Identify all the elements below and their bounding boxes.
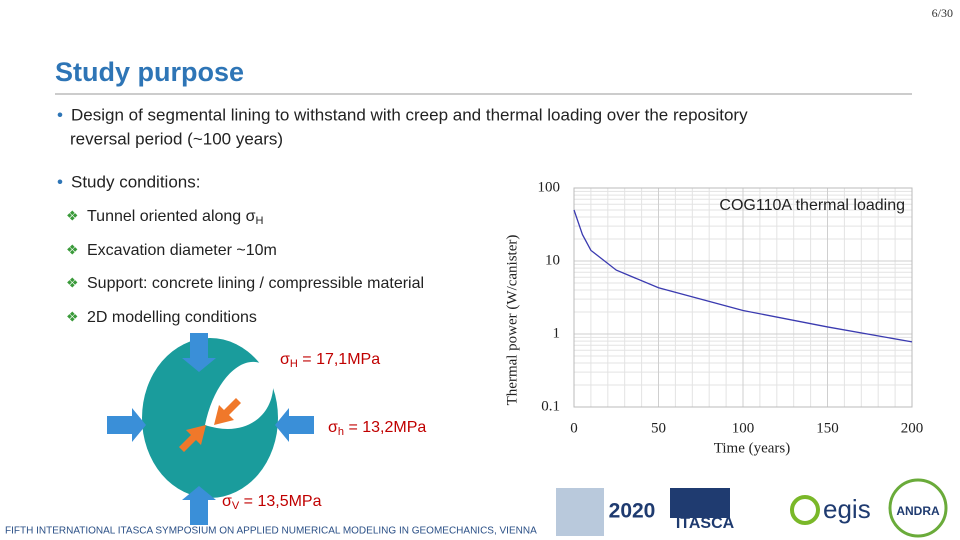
sub-bullet: 2D modelling conditions	[87, 309, 257, 326]
itasca-grid	[670, 488, 730, 518]
bullet-text: reversal period (~100 years)	[70, 129, 283, 148]
y-tick-label: 0.1	[541, 398, 560, 414]
x-tick-label: 150	[816, 420, 839, 436]
x-axis-label: Time (years)	[714, 440, 791, 456]
chart-title: COG110A thermal loading	[719, 197, 905, 214]
subscript: V	[232, 500, 240, 512]
bullet-text: Study conditions:	[71, 172, 200, 191]
sub-bullet-text: Tunnel oriented along σ	[87, 208, 256, 225]
subscript: h	[338, 426, 344, 438]
stress-symbol: σ	[280, 351, 290, 368]
x-tick-label: 0	[570, 420, 578, 436]
logo-egis: egis	[823, 494, 871, 524]
cathedral-logo	[556, 488, 604, 536]
y-tick-label: 1	[553, 325, 561, 341]
sub-bullet: Support: concrete lining / compressible …	[87, 275, 424, 292]
x-tick-label: 100	[732, 420, 755, 436]
sub-bullet: Tunnel oriented along σH	[87, 208, 264, 227]
arrow	[275, 408, 314, 442]
arrow	[182, 333, 216, 372]
egis-mark	[790, 495, 820, 525]
logo-andra: ANDRA	[896, 504, 940, 518]
stress-label: σV = 13,5MPa	[222, 493, 322, 512]
logo-2020: 2020	[609, 500, 656, 523]
subscript: H	[256, 215, 264, 227]
y-tick-label: 10	[545, 252, 560, 268]
sub-bullet-marker: ❖	[66, 275, 79, 291]
bullet-marker: •	[57, 105, 63, 124]
arrow	[214, 398, 241, 425]
stress-symbol: σ	[222, 493, 232, 510]
stress-value: = 13,5MPa	[239, 493, 321, 510]
sub-bullet: Excavation diameter ~10m	[87, 242, 277, 259]
plot-frame	[573, 187, 913, 408]
x-tick-label: 50	[651, 420, 666, 436]
sub-bullet-marker: ❖	[66, 208, 79, 224]
stress-symbol: σ	[328, 419, 338, 436]
sub-bullet-marker: ❖	[66, 309, 79, 325]
stress-value: = 13,2MPa	[344, 419, 426, 436]
slide-title: Study purpose	[55, 57, 244, 87]
page-number: 6/30	[932, 6, 953, 20]
bullet-text: Design of segmental lining to withstand …	[71, 105, 748, 124]
y-axis-label: Thermal power (W/canister)	[504, 235, 520, 406]
x-tick-label: 200	[901, 420, 924, 436]
sub-bullet-marker: ❖	[66, 242, 79, 258]
sub-bullet-text: 2D modelling conditions	[87, 309, 257, 326]
arrow	[179, 425, 206, 452]
y-tick-label: 100	[538, 179, 561, 195]
arrow	[107, 408, 146, 442]
andra-mark	[888, 478, 948, 538]
subscript: H	[290, 358, 298, 370]
sub-bullet-text: Support: concrete lining / compressible …	[87, 275, 424, 292]
arrow	[182, 486, 216, 525]
stress-label: σH = 17,1MPa	[280, 351, 380, 370]
tunnel-diagram	[107, 333, 314, 525]
footer: FIFTH INTERNATIONAL ITASCA SYMPOSIUM ON …	[5, 526, 537, 537]
stress-label: σh = 13,2MPa	[328, 419, 426, 438]
sub-bullet-text: Excavation diameter ~10m	[87, 242, 277, 259]
stress-value: = 17,1MPa	[298, 351, 380, 368]
data-line	[573, 209, 913, 343]
bullet-marker: •	[57, 172, 63, 191]
logo-itasca: ITASCA	[676, 515, 735, 532]
